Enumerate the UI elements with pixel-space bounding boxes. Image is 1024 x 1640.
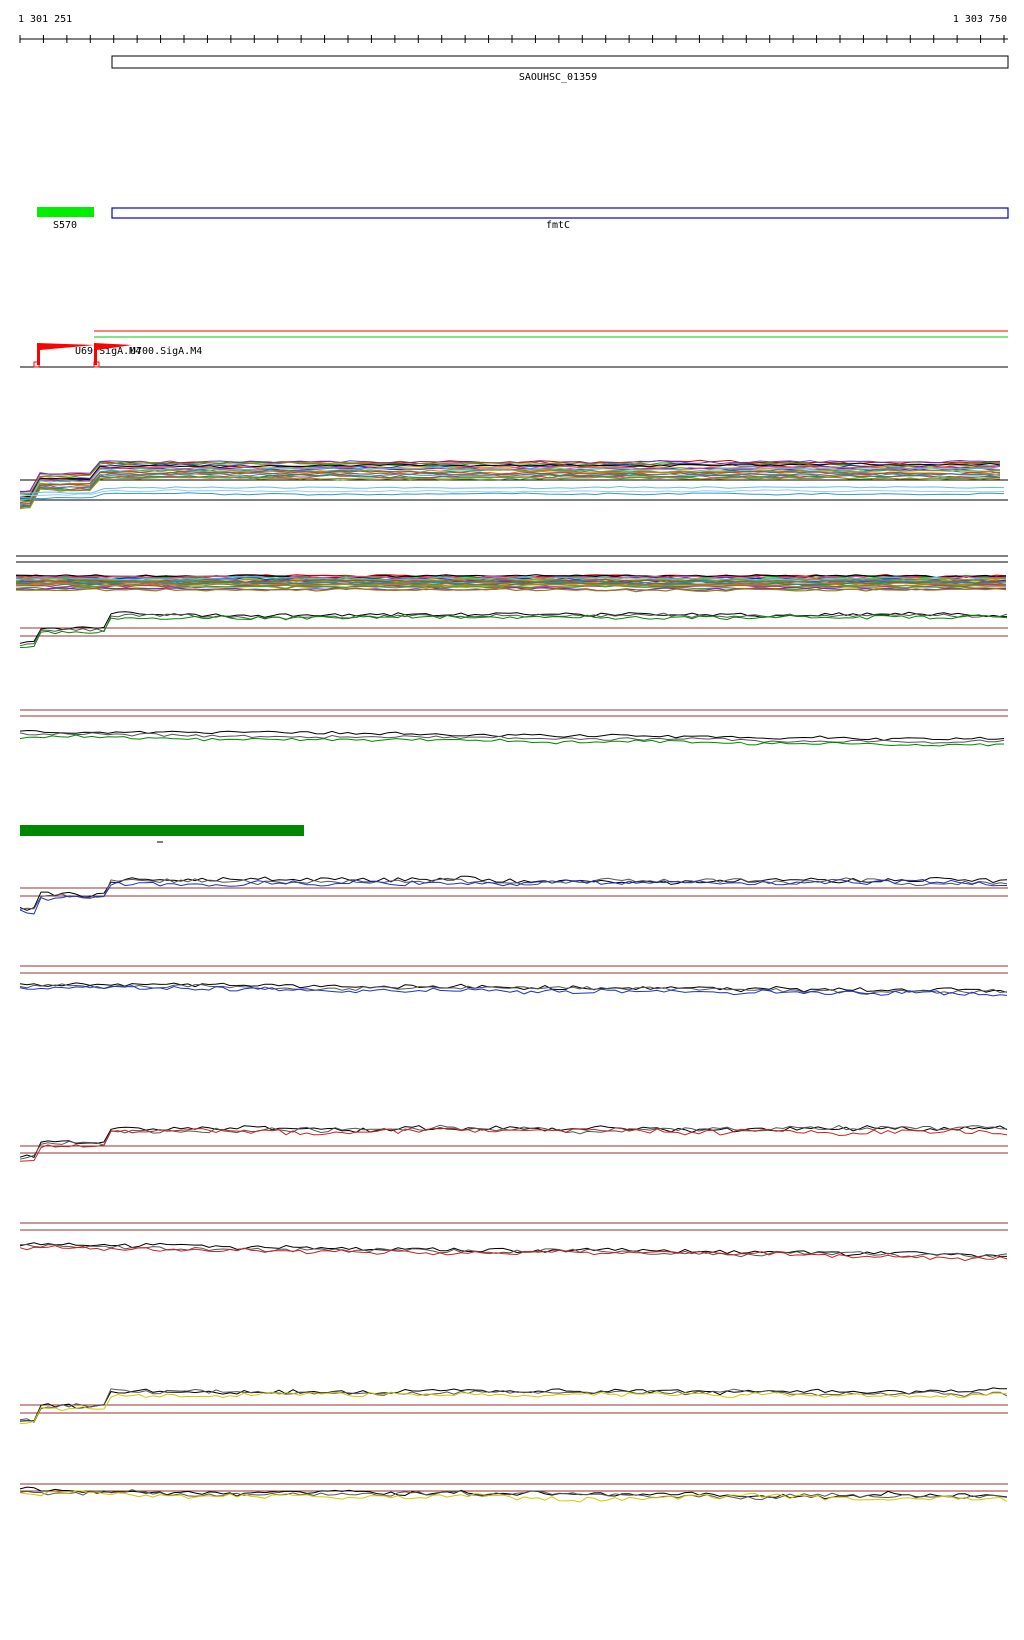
signal-line — [19, 732, 1005, 744]
overlay-signal-line — [15, 581, 1007, 586]
gene-box[interactable] — [111, 55, 1009, 69]
signal-line — [19, 729, 1005, 742]
promoter-marker-icon — [33, 361, 40, 368]
s570-box[interactable] — [37, 207, 94, 217]
gene-label: SAOUHSC_01359 — [519, 72, 597, 83]
overlay-signal-line — [19, 465, 1001, 499]
signal-line — [19, 1490, 1008, 1503]
signal-line — [19, 1489, 1008, 1501]
condition-green-forward — [19, 611, 1008, 648]
overlay-signal-line — [15, 582, 1006, 588]
signal-line — [19, 985, 1008, 997]
signal-line — [19, 1486, 1008, 1500]
promoter-label: U69.SigA.M4 — [75, 346, 141, 357]
signal-line — [19, 612, 1008, 647]
overlay-signal-line — [19, 472, 1001, 507]
signal-line — [19, 613, 1008, 648]
condition-blue-reverse — [19, 965, 1008, 997]
feature-bar[interactable] — [20, 825, 304, 843]
signal-line — [19, 1387, 1008, 1422]
overlay-signal-line — [15, 586, 1007, 592]
gene-fmtc[interactable]: fmtC — [111, 207, 1009, 231]
overlay-all-conditions — [19, 459, 1008, 510]
fmtc-label: fmtC — [546, 220, 570, 231]
signal-line — [19, 875, 1008, 911]
overlay-all-conditions-reverse — [15, 555, 1008, 593]
signal-line — [19, 1125, 1008, 1159]
overlay-signal-line — [15, 575, 1007, 580]
promoter-u700[interactable]: U700.SigA.M4 — [93, 343, 202, 368]
overlay-signal-line — [19, 476, 1001, 510]
feature-s570[interactable]: S570 — [37, 207, 94, 231]
overlay-signal-line — [19, 485, 1005, 494]
gene-saouhsc-01359[interactable]: SAOUHSC_01359 — [111, 55, 1009, 83]
overlay-signal-line — [19, 469, 1001, 502]
promoter-marker-icon — [93, 361, 100, 368]
signal-line — [19, 1245, 1008, 1262]
condition-red-reverse — [19, 1222, 1008, 1262]
promoter-arrow-icon[interactable] — [94, 343, 132, 365]
condition-red-forward — [19, 1124, 1008, 1162]
ruler-end-label: 1 303 750 — [953, 14, 1007, 25]
s570-label: S570 — [53, 220, 77, 231]
signal-line — [19, 1391, 1008, 1425]
overlay-signal-line — [19, 492, 1005, 500]
condition-yellow-reverse — [19, 1483, 1008, 1503]
promoter-arrow-icon[interactable] — [37, 343, 95, 365]
overlay-signal-line — [15, 575, 1007, 581]
promoter-label: U700.SigA.M4 — [130, 346, 202, 357]
signal-line — [19, 1127, 1008, 1162]
overlay-signal-line — [19, 488, 1005, 497]
condition-yellow-forward — [19, 1387, 1008, 1425]
overlay-signal-line — [20, 459, 1001, 492]
ruler-ticks — [19, 35, 1005, 43]
signal-line — [19, 1388, 1008, 1423]
fmtc-box[interactable] — [111, 207, 1009, 219]
overlay-signal-line — [19, 462, 1001, 498]
overlay-signal-line — [15, 584, 1007, 591]
condition-green-reverse — [19, 709, 1008, 747]
transcript-lines — [20, 330, 1008, 368]
signal-line — [19, 734, 1005, 747]
overlay-signal-line — [15, 588, 1007, 593]
signal-line — [19, 877, 1008, 910]
feature-bar-box[interactable] — [20, 825, 304, 836]
promoter-u69[interactable]: U69.SigA.M4 — [33, 343, 141, 368]
overlay-signal-line — [19, 472, 1001, 506]
condition-blue-forward — [19, 875, 1008, 915]
coordinate-ruler: 1 301 251 1 303 750 — [18, 14, 1008, 43]
ruler-start-label: 1 301 251 — [18, 14, 72, 25]
signal-line — [20, 1244, 1008, 1258]
signal-line — [19, 1124, 1008, 1160]
overlay-signal-line — [15, 574, 1007, 579]
signal-line — [19, 878, 1007, 915]
